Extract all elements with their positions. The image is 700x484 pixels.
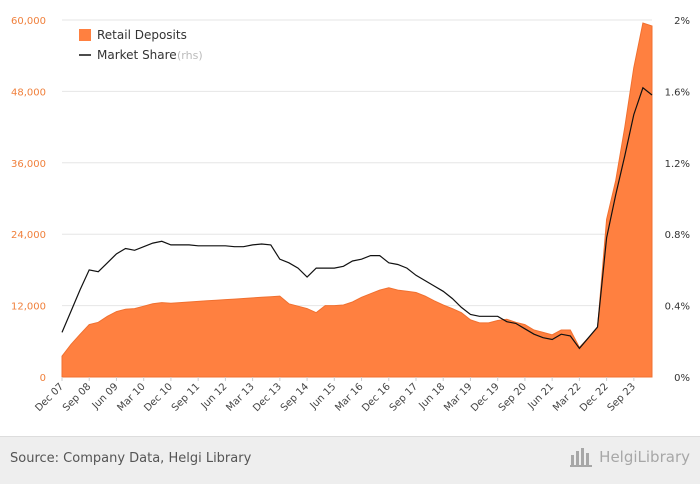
right-tick-label: 1.6% <box>665 87 690 98</box>
source-note: Source: Company Data, Helgi Library <box>10 451 252 466</box>
right-axis: 0% 0.4% 0.8% 1.2% 1.6% 2% <box>665 16 690 384</box>
retail-deposits-area-layer <box>61 22 653 378</box>
x-tick-label: Mar 16 <box>333 381 365 413</box>
x-tick-label: Mar 19 <box>442 381 474 413</box>
left-tick-label: 48,000 <box>11 87 46 98</box>
right-tick-label: 0.4% <box>665 302 690 313</box>
x-tick-label: Mar 22 <box>551 381 583 413</box>
legend-label-deposits: Retail Deposits <box>97 28 187 42</box>
library-icon <box>570 448 593 467</box>
brand-name: HelgiLibrary <box>599 448 690 466</box>
x-tick-label: Dec 10 <box>142 381 175 414</box>
right-tick-label: 0.8% <box>665 230 690 241</box>
footer: Source: Company Data, Helgi Library Helg… <box>0 436 700 484</box>
x-tick-label: Dec 07 <box>33 381 66 414</box>
x-tick-label: Sep 20 <box>497 381 529 413</box>
x-tick-label: Mar 10 <box>115 381 147 413</box>
right-tick-label: 1.2% <box>665 159 690 170</box>
x-tick-label: Dec 13 <box>251 381 284 414</box>
right-tick-label: 2% <box>674 16 690 27</box>
legend-rhs-note: (rhs) <box>177 49 203 62</box>
x-tick-label: Dec 19 <box>469 381 502 414</box>
x-tick-label: Dec 16 <box>360 381 393 414</box>
left-tick-label: 36,000 <box>11 159 46 170</box>
x-tick-label: Sep 23 <box>606 381 638 413</box>
market-share-line <box>61 86 653 350</box>
legend: Retail Deposits Market Share (rhs) <box>79 28 203 62</box>
left-tick-label: 24,000 <box>11 230 46 241</box>
market-share-line-layer <box>61 86 653 350</box>
legend-label-share: Market Share <box>97 48 177 62</box>
x-tick-label: Sep 14 <box>279 381 311 413</box>
left-tick-label: 12,000 <box>11 302 46 313</box>
right-tick-label: 0% <box>674 373 690 384</box>
left-axis: 0 12,000 24,000 36,000 48,000 60,000 <box>11 16 46 384</box>
x-tick-label: Mar 13 <box>224 381 256 413</box>
brand-logo: HelgiLibrary <box>570 447 690 467</box>
left-tick-label: 0 <box>40 373 46 384</box>
x-tick-label: Sep 08 <box>61 381 93 413</box>
legend-swatch-deposits <box>79 29 91 41</box>
left-tick-label: 60,000 <box>11 16 46 27</box>
x-tick-label: Sep 11 <box>170 381 202 413</box>
x-tick-label: Sep 17 <box>388 381 420 413</box>
chart: 0 12,000 24,000 36,000 48,000 60,000 0% 0.4% 0.… <box>11 16 690 414</box>
retail-deposits-area <box>61 22 653 378</box>
x-tick-label: Dec 22 <box>578 381 611 414</box>
